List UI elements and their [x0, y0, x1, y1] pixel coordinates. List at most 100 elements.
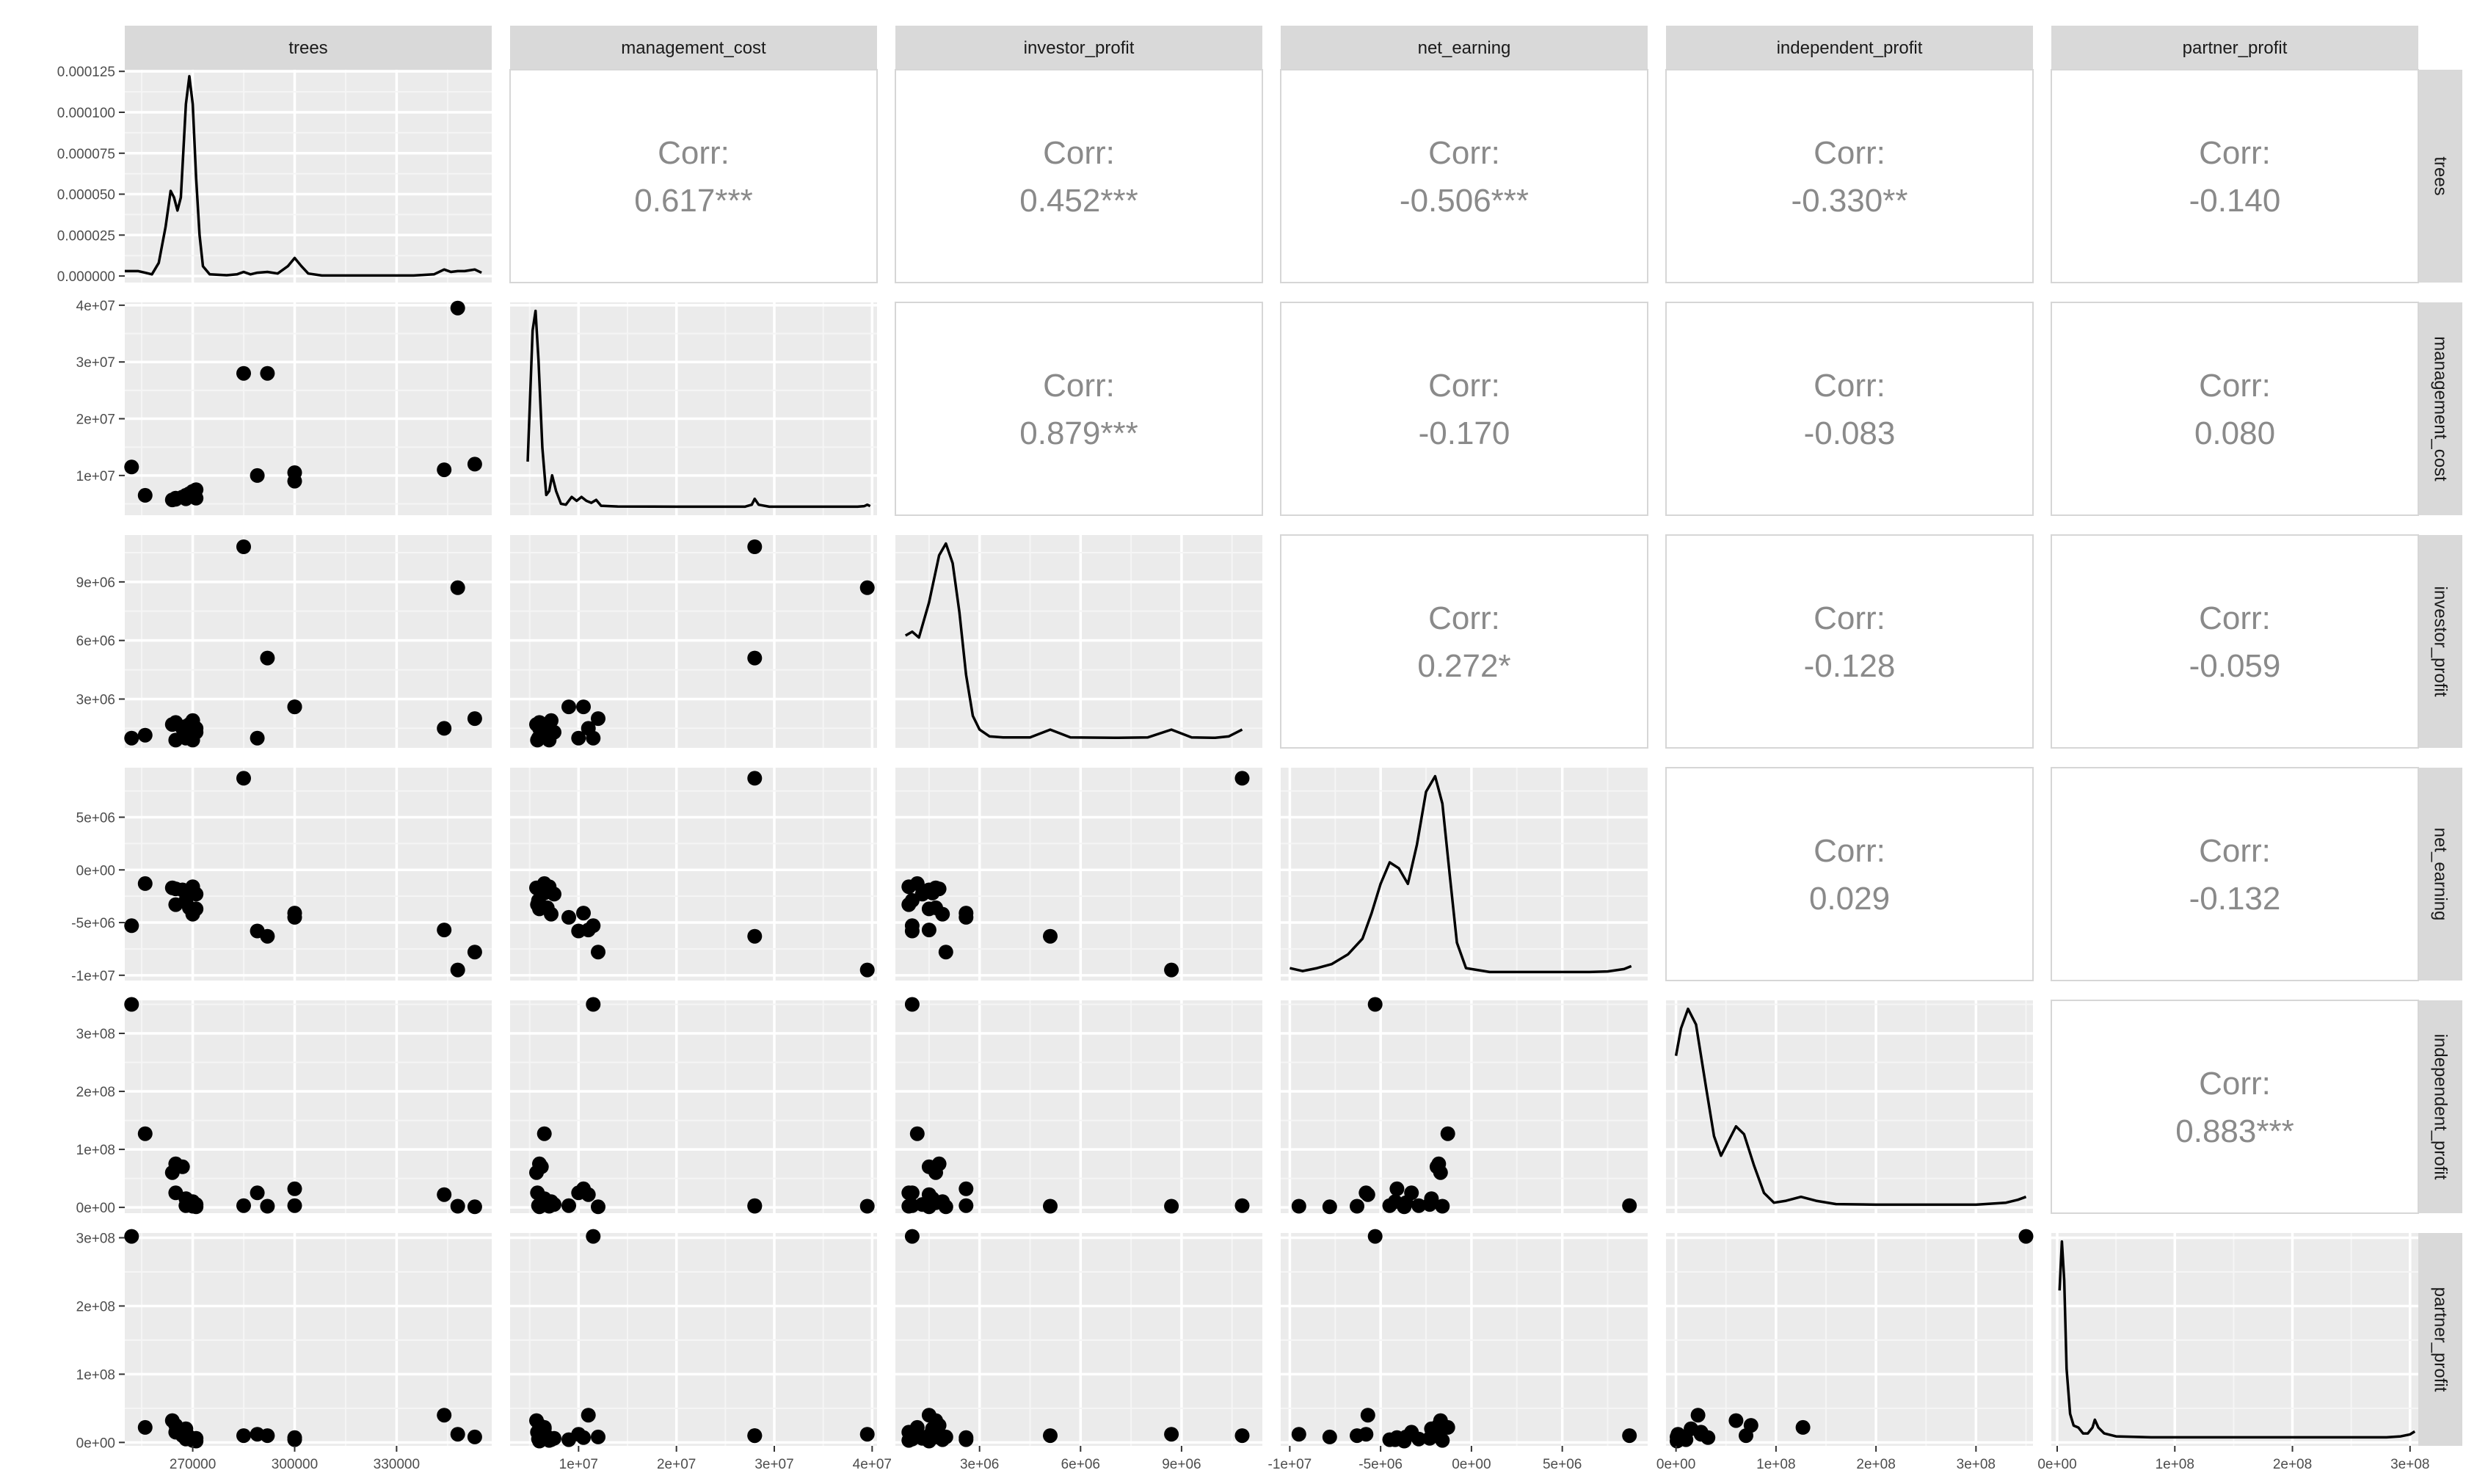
x-tick-label: 3e+08: [1957, 1457, 1996, 1472]
data-point: [1322, 1199, 1337, 1215]
x-tick-label: 3e+07: [754, 1457, 793, 1472]
data-point: [591, 1429, 605, 1444]
data-point: [189, 1199, 204, 1215]
data-point: [450, 1199, 465, 1214]
data-point: [747, 1199, 763, 1214]
data-point: [1435, 1199, 1450, 1214]
data-point: [859, 962, 875, 978]
data-point: [437, 923, 452, 938]
corr-label: Corr:: [1428, 600, 1500, 636]
data-point: [921, 901, 936, 917]
data-point: [1164, 962, 1179, 978]
data-point: [450, 300, 465, 316]
data-point: [532, 1199, 547, 1215]
x-tick-label: 0e+00: [2037, 1457, 2076, 1472]
data-point: [250, 730, 265, 746]
data-point: [534, 1159, 549, 1174]
data-point: [909, 1126, 925, 1141]
strip-right-label-trees: trees: [2431, 156, 2451, 195]
data-point: [536, 1126, 552, 1141]
data-point: [581, 1187, 596, 1202]
y-tick-label: 3e+08: [76, 1027, 115, 1042]
data-point: [1291, 1199, 1306, 1214]
data-point: [921, 1187, 936, 1202]
x-tick-label: 0e+00: [1452, 1457, 1491, 1472]
data-point: [576, 699, 591, 715]
x-tick-label: 330000: [374, 1457, 420, 1472]
data-point: [561, 1432, 576, 1447]
data-point: [576, 906, 591, 921]
y-tick-label: 3e+08: [76, 1232, 115, 1247]
data-point: [1429, 1159, 1444, 1174]
data-point: [1350, 1199, 1364, 1214]
y-tick-label: 5e+06: [76, 810, 115, 826]
density-panel-net_earning: [1281, 768, 1648, 981]
data-point: [236, 1428, 251, 1444]
density-line-partner_profit: [2058, 1240, 2416, 1439]
data-point: [547, 887, 561, 902]
data-point: [287, 1181, 302, 1196]
corr-panel-trees-investor_profit: [895, 69, 1263, 283]
data-point: [921, 1408, 936, 1423]
data-point: [747, 928, 763, 944]
data-point: [1291, 1427, 1306, 1442]
gridlines: [1666, 1233, 2033, 1446]
y-tick-label: 1e+07: [76, 469, 115, 484]
corr-value-investor_profit-partner_profit: -0.059: [2189, 648, 2281, 684]
corr-panel-net_earning-independent_profit: [1665, 767, 2034, 981]
data-point: [935, 906, 950, 922]
data-point: [959, 1198, 974, 1213]
data-point: [124, 1229, 139, 1244]
corr-panel-net_earning-partner_profit: [2051, 767, 2419, 981]
data-point: [1422, 1197, 1437, 1212]
x-tick-label: 2e+08: [2273, 1457, 2312, 1472]
data-point: [561, 699, 576, 715]
data-point: [450, 1427, 465, 1442]
corr-label: Corr:: [1814, 368, 1885, 404]
strip-right-label-management_cost: management_cost: [2431, 336, 2451, 481]
corr-label: Corr:: [1043, 368, 1115, 404]
data-point: [1701, 1430, 1716, 1445]
corr-value-management_cost-net_earning: -0.170: [1419, 415, 1510, 451]
data-point: [1367, 997, 1383, 1012]
data-point: [921, 923, 936, 938]
corr-panel-trees-management_cost: [509, 69, 878, 283]
data-point: [544, 906, 559, 922]
data-point: [260, 365, 275, 381]
data-point: [1234, 771, 1250, 786]
data-point: [1728, 1413, 1744, 1428]
corr-value-investor_profit-net_earning: 0.272*: [1417, 648, 1510, 684]
data-point: [287, 699, 302, 715]
data-point: [260, 1428, 275, 1444]
data-point: [938, 945, 953, 960]
corr-label: Corr:: [658, 135, 730, 171]
data-point: [287, 909, 302, 925]
data-point: [467, 457, 482, 472]
data-point: [581, 923, 596, 938]
scatter-panel-management_cost-trees: [125, 302, 492, 515]
y-tick-label: 6e+06: [76, 634, 115, 650]
strip-right-management_cost: [2418, 302, 2462, 515]
corr-label: Corr:: [2199, 600, 2271, 636]
scatter-panel-net_earning-trees: [125, 768, 492, 981]
scatter-panel-net_earning-investor_profit: [895, 768, 1262, 981]
data-point: [959, 909, 974, 925]
y-tick-label: 1e+08: [76, 1367, 115, 1383]
corr-panel-management_cost-net_earning: [1280, 302, 1648, 516]
strip-top-management_cost: [510, 26, 877, 70]
x-tick-label: 1e+07: [559, 1457, 598, 1472]
gridlines: [125, 1233, 492, 1446]
data-point: [189, 490, 204, 506]
data-point: [236, 1198, 251, 1213]
data-point: [437, 462, 452, 478]
x-tick-label: 2e+07: [657, 1457, 696, 1472]
y-tick-label: -1e+07: [71, 969, 115, 984]
data-point: [1622, 1428, 1637, 1444]
strip-top-investor_profit: [895, 26, 1262, 70]
corr-panel-investor_profit-net_earning: [1280, 534, 1648, 749]
data-point: [137, 727, 153, 743]
data-point: [859, 1427, 875, 1442]
strip-right-trees: [2418, 70, 2462, 283]
data-point: [591, 945, 605, 960]
